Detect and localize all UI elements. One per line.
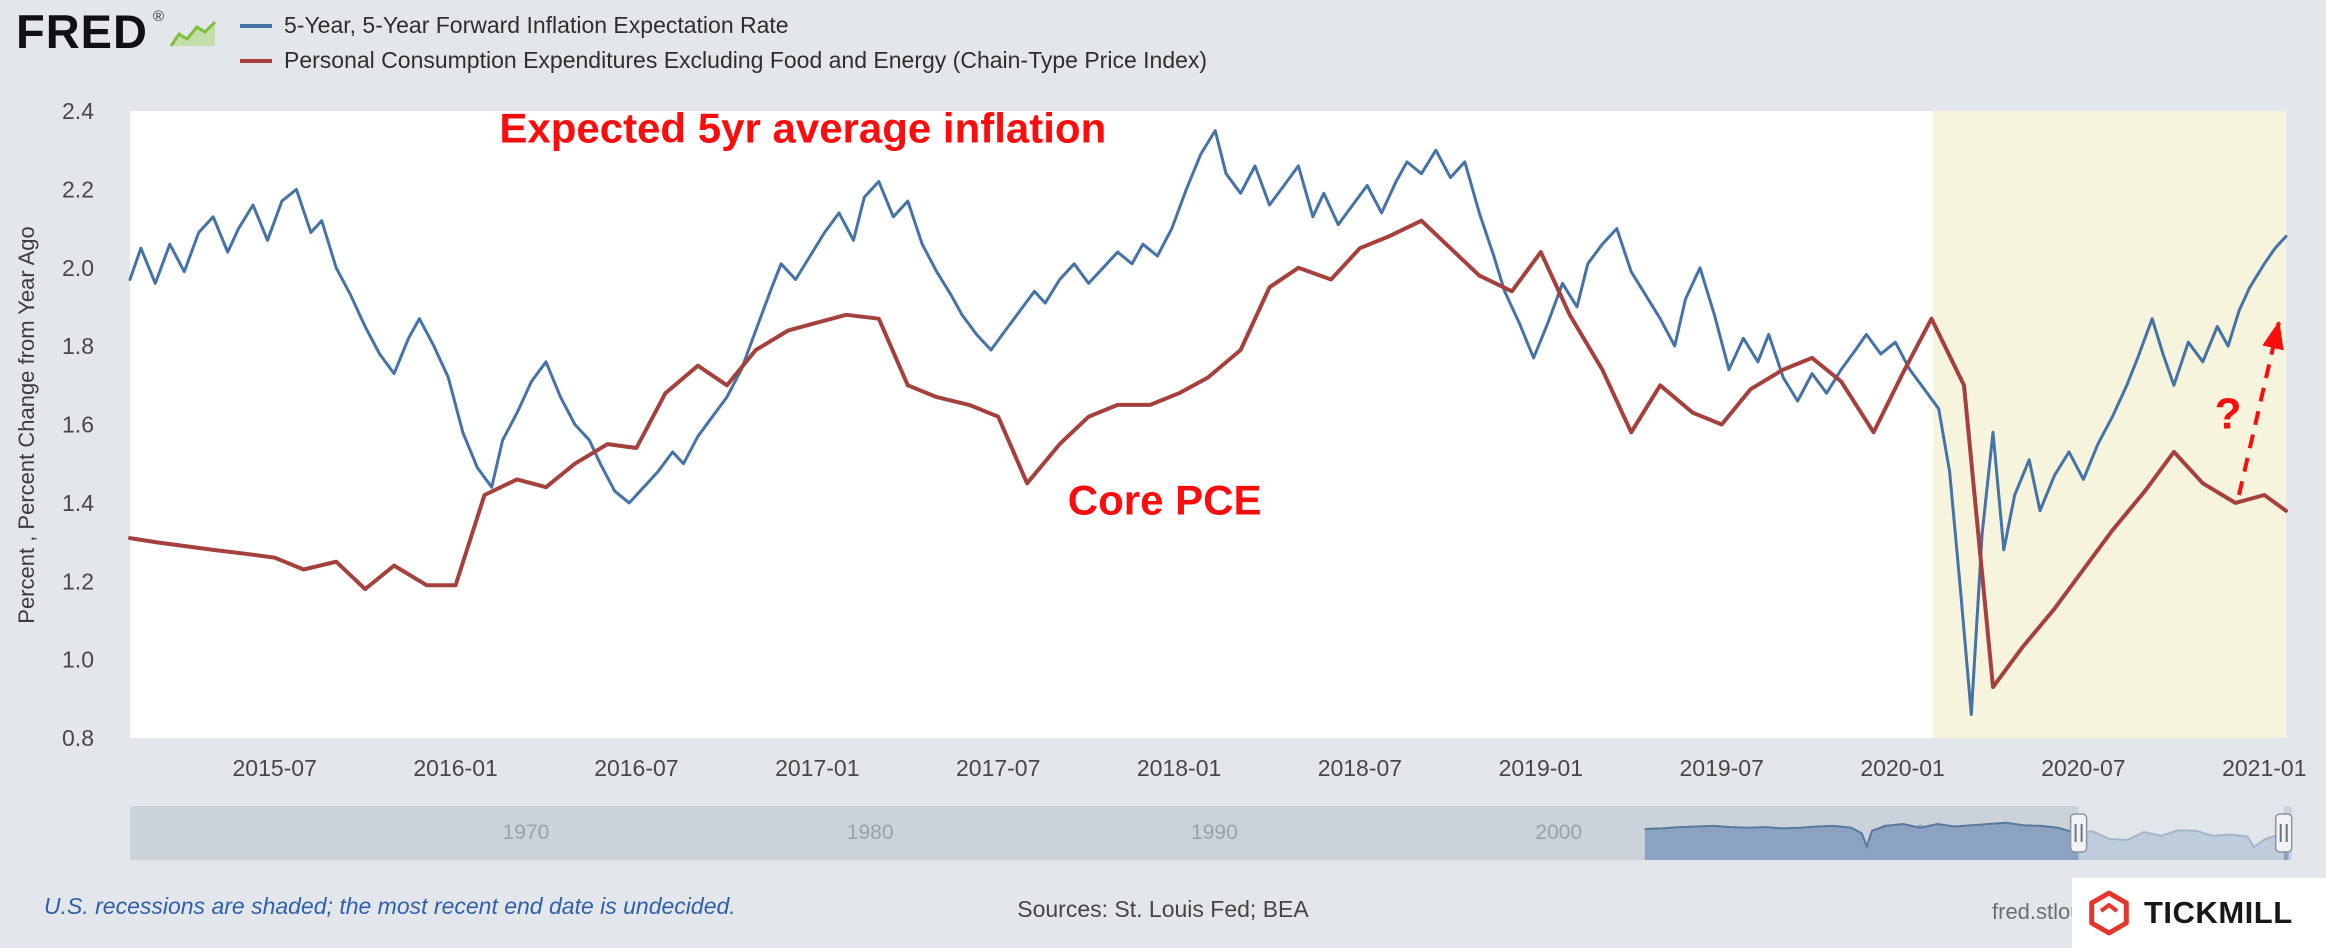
x-axis-tick-label: 2015-07 xyxy=(232,755,316,781)
x-axis-tick-label: 2016-07 xyxy=(594,755,678,781)
legend-swatch-blue xyxy=(240,23,272,28)
question-mark: ? xyxy=(2215,389,2242,438)
fred-logo[interactable]: FRED ® xyxy=(16,8,217,55)
y-axis-tick-label: 2.4 xyxy=(62,98,94,124)
y-axis-tick-label: 1.2 xyxy=(62,568,94,594)
x-axis-tick-label: 2020-07 xyxy=(2041,755,2125,781)
scrubber-selection[interactable] xyxy=(2078,806,2284,860)
tickmill-text: TICKMILL xyxy=(2144,895,2293,930)
y-axis-tick-label: 2.2 xyxy=(62,176,94,202)
legend-label: 5-Year, 5-Year Forward Inflation Expecta… xyxy=(284,12,789,38)
y-axis-tick-label: 1.4 xyxy=(62,490,94,516)
t5yifr-line xyxy=(128,129,2288,716)
fred-logo-text: FRED xyxy=(16,5,148,58)
x-axis-tick-label: 2018-07 xyxy=(1318,755,1402,781)
timeline-scrubber[interactable]: 19701980199020002010 xyxy=(0,798,2326,870)
scrubber-year-label: 1980 xyxy=(847,821,894,844)
x-axis-tick-label: 2019-07 xyxy=(1679,755,1763,781)
y-axis-tick-label: 2.0 xyxy=(62,255,94,281)
legend-label: Personal Consumption Expenditures Exclud… xyxy=(284,47,1208,73)
scrubber-right-handle[interactable] xyxy=(2274,813,2293,853)
main-chart: 0.8 1.0 1.2 1.4 1.6 1.8 2.0 2.2 2.4 2015-07 2016-0… xyxy=(14,98,2307,781)
x-axis-tick-label: 2021-01 xyxy=(2222,755,2306,781)
y-axis-tick-label: 1.8 xyxy=(62,333,94,359)
sources-text: Sources: St. Louis Fed; BEA xyxy=(1017,896,1309,922)
y-axis-tick-label: 1.6 xyxy=(62,412,94,438)
x-axis-tick-label: 2017-07 xyxy=(956,755,1040,781)
core-pce-line xyxy=(128,218,2288,690)
registered-mark: ® xyxy=(152,8,165,25)
x-axis-tick-label: 2018-01 xyxy=(1137,755,1221,781)
projection-arrow xyxy=(2237,320,2284,496)
expected-inflation-label: Expected 5yr average inflation xyxy=(499,104,1106,151)
recession-note: U.S. recessions are shaded; the most rec… xyxy=(44,893,736,919)
legend-item-core-pce[interactable]: Personal Consumption Expenditures Exclud… xyxy=(240,47,1207,74)
y-axis-title: Percent , Percent Change from Year Ago xyxy=(14,226,39,623)
scrubber-year-label: 2000 xyxy=(1535,821,1582,844)
x-axis-tick-label: 2020-01 xyxy=(1860,755,1944,781)
scrubber-left-handle[interactable] xyxy=(2069,813,2088,853)
overview-area xyxy=(1644,822,2289,860)
x-axis-tick-label: 2019-01 xyxy=(1499,755,1583,781)
scrubber-year-label: 1970 xyxy=(503,821,550,844)
chart-legend: 5-Year, 5-Year Forward Inflation Expecta… xyxy=(240,12,1207,74)
x-axis-tick-label: 2017-01 xyxy=(775,755,859,781)
tickmill-icon xyxy=(2089,890,2129,936)
legend-item-t5yifr[interactable]: 5-Year, 5-Year Forward Inflation Expecta… xyxy=(240,12,1207,39)
scrubber-year-label: 1990 xyxy=(1191,821,1238,844)
fred-sparkline-icon xyxy=(169,20,217,47)
tickmill-logo[interactable]: TICKMILL xyxy=(2072,878,2326,948)
plot-area[interactable] xyxy=(130,111,2286,738)
y-axis-tick-label: 1.0 xyxy=(62,647,94,673)
overview-line xyxy=(1644,821,2289,850)
x-axis-tick-label: 2016-01 xyxy=(413,755,497,781)
y-axis-tick-label: 0.8 xyxy=(62,725,94,751)
legend-swatch-red xyxy=(240,58,272,63)
core-pce-label: Core PCE xyxy=(1068,477,1262,524)
